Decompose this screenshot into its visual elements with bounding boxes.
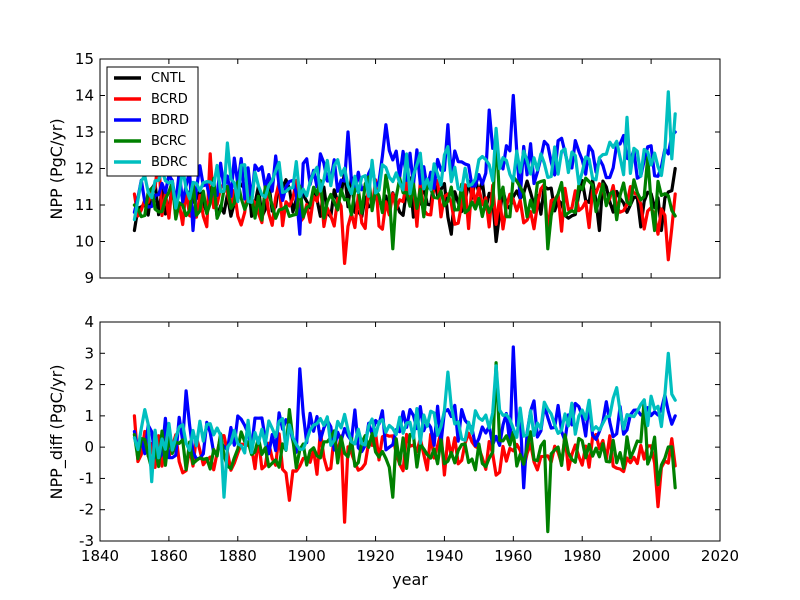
- bottom-x-axis-label: year: [392, 570, 428, 589]
- top-series-group: [132, 90, 677, 265]
- bottom-y-axis-label: NPP_diff (PgC/yr): [47, 365, 67, 500]
- top-y-tick-label: 10: [75, 233, 94, 251]
- bottom-plot-frame: [99, 321, 721, 542]
- top-y-tick-label: 15: [75, 50, 94, 68]
- top-series-line-cntl: [132, 166, 677, 244]
- legend-label-bcrc: BCRC: [151, 134, 186, 149]
- bottom-x-tick-label: 1980: [563, 547, 601, 565]
- top-plot: 9 10 11 12 13 14 15 NPP (PgC/yr) CNTL BCRD BDRD B…: [47, 50, 721, 287]
- bottom-plot: 1840 1860 1880 1900 1920 1940 1960 1980 2000 2020…: [47, 313, 739, 589]
- bottom-y-tick-label: -2: [79, 501, 94, 519]
- top-y-tick-label: 14: [75, 87, 94, 105]
- bottom-y-tick-label: 2: [84, 376, 94, 394]
- legend-label-cntl: CNTL: [151, 71, 186, 86]
- bottom-y-tick-label: -1: [79, 469, 94, 487]
- bottom-x-tick-label: 1900: [288, 547, 326, 565]
- bottom-axis-ticks: 1840 1860 1880 1900 1920 1940 1960 1980 2000 2020…: [79, 313, 739, 565]
- bottom-x-tick-label: 1920: [356, 547, 394, 565]
- bottom-x-tick-label: 1880: [219, 547, 257, 565]
- bottom-y-tick-label: 4: [84, 313, 94, 331]
- legend-label-bcrd: BCRD: [151, 92, 188, 107]
- bottom-x-tick-label: 2020: [701, 547, 739, 565]
- top-y-tick-label: 12: [75, 160, 94, 178]
- bottom-x-tick-label: 1860: [150, 547, 188, 565]
- bottom-x-tick-label: 2000: [632, 547, 670, 565]
- bottom-series-group: [132, 345, 677, 534]
- top-y-tick-label: 11: [75, 196, 94, 214]
- top-y-axis-label: NPP (PgC/yr): [47, 118, 66, 219]
- bottom-series-line-bcrc: [132, 361, 677, 534]
- bottom-y-tick-label: 1: [84, 407, 94, 425]
- top-y-tick-label: 9: [84, 269, 94, 287]
- bottom-y-tick-label: 0: [84, 438, 94, 456]
- legend-label-bdrd: BDRD: [151, 113, 189, 128]
- bottom-y-tick-label: -3: [79, 532, 94, 550]
- top-y-tick-label: 13: [75, 123, 94, 141]
- bottom-x-tick-label: 1940: [425, 547, 463, 565]
- bottom-series-line-bdrc: [132, 351, 677, 499]
- bottom-x-tick-label: 1960: [494, 547, 532, 565]
- bottom-y-tick-label: 3: [84, 344, 94, 362]
- bottom-series-line-bdrd: [132, 345, 677, 490]
- legend: CNTL BCRD BDRD BCRC BDRC: [106, 66, 199, 177]
- top-axis-ticks: 9 10 11 12 13 14 15: [75, 50, 721, 287]
- bottom-x-tick-label: 1840: [81, 547, 119, 565]
- legend-label-bdrc: BDRC: [151, 155, 187, 170]
- top-series-line-bdrc: [132, 90, 677, 222]
- legend-entries: CNTL BCRD BDRD BCRC BDRC: [114, 71, 189, 170]
